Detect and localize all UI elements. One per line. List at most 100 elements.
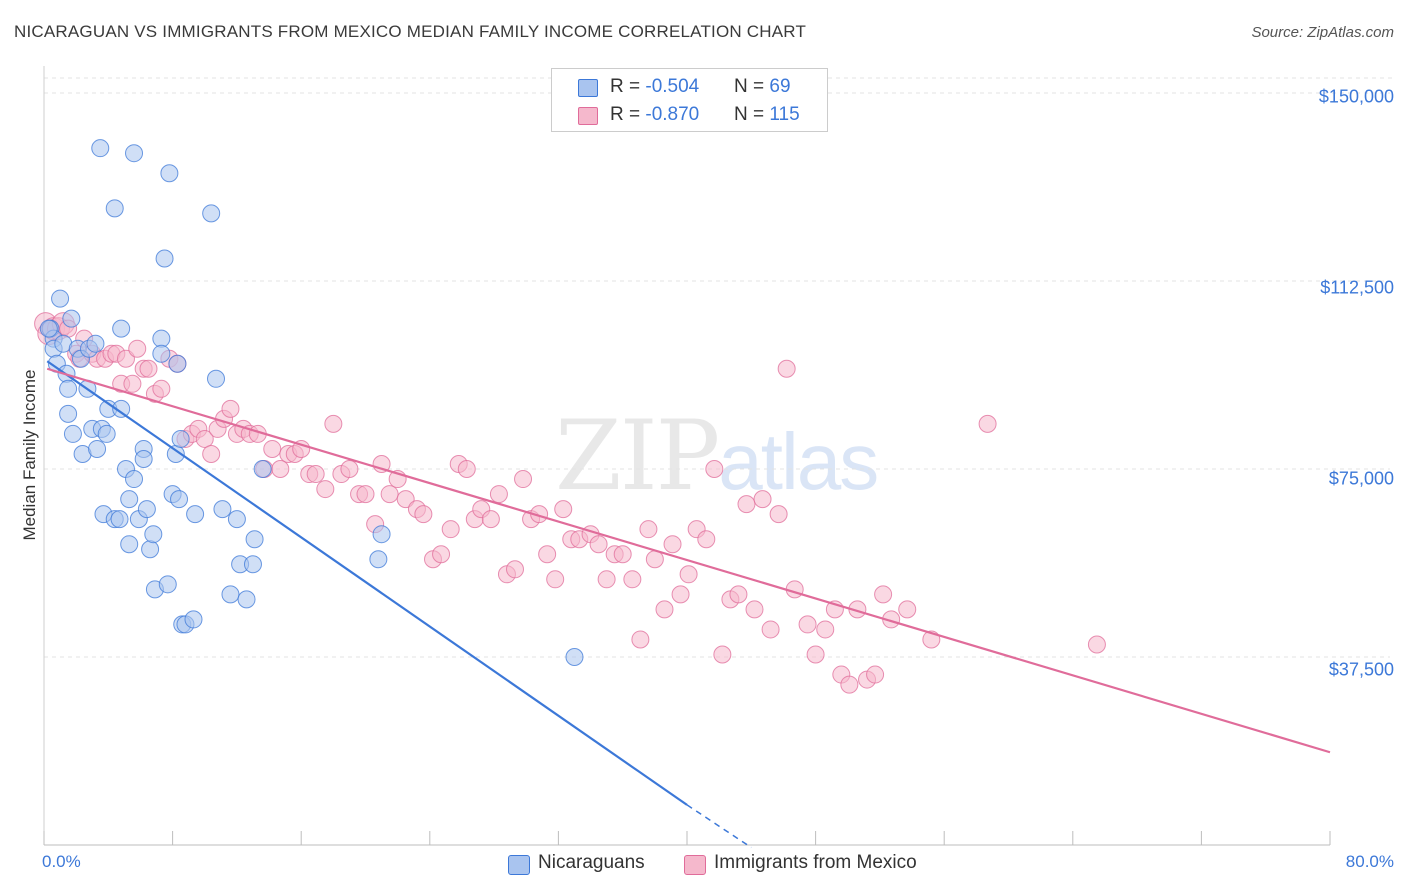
nicaraguans-point (565, 648, 584, 667)
mexico-point (202, 444, 221, 463)
mexico-point (639, 520, 658, 539)
series-label-mexico: Immigrants from Mexico (714, 852, 917, 873)
nicaraguans-point (120, 535, 139, 554)
mexico-point (292, 439, 311, 458)
mexico-point (396, 490, 415, 509)
legend-n: N = 69 (734, 76, 791, 98)
nicaraguans-point (134, 449, 153, 468)
nicaraguans-point (186, 505, 205, 524)
legend-r: R = -0.870 (610, 104, 699, 126)
series-swatch-nicaraguans (508, 855, 530, 875)
mexico-point (432, 545, 451, 564)
mexico-point (753, 490, 772, 509)
nicaraguans-point (372, 525, 391, 544)
mexico-point (816, 620, 835, 639)
legend-row-mexico: R = -0.870 N = 115 (552, 101, 827, 129)
nicaraguans-point (227, 510, 246, 529)
mexico-point (306, 465, 325, 484)
mexico-point (866, 665, 885, 684)
mexico-point (777, 359, 796, 378)
nicaraguans-point (112, 319, 131, 338)
nicaraguans-point (245, 530, 264, 549)
mexico-point (769, 505, 788, 524)
nicaraguans-point (63, 424, 82, 443)
nicaraguans-point (207, 369, 226, 388)
nicaraguans-point (110, 510, 129, 529)
nicaraguans-point (170, 490, 189, 509)
mexico-point (324, 414, 343, 433)
nicaraguans-point (51, 289, 70, 308)
nicaraguans-point (125, 470, 144, 489)
nicaraguans-point (155, 249, 174, 268)
nicaraguans-point (39, 319, 58, 338)
mexico-point (554, 500, 573, 519)
mexico-point (663, 535, 682, 554)
legend-n-label: N = (734, 76, 770, 97)
legend-n-label: N = (734, 104, 770, 125)
mexico-point (613, 545, 632, 564)
mexico-point (761, 620, 780, 639)
mexico-point (457, 460, 476, 479)
mexico-point (195, 429, 214, 448)
nicaraguans-point (88, 439, 107, 458)
mexico-point (671, 585, 690, 604)
nicaraguans-point (202, 204, 221, 223)
nicaraguans-point (253, 460, 272, 479)
legend-swatch-pink (578, 107, 598, 125)
mexico-point (729, 585, 748, 604)
mexico-point (414, 505, 433, 524)
mexico-point (116, 349, 135, 368)
nicaraguans-point (91, 139, 110, 158)
mexico-point (840, 675, 859, 694)
nicaraguans-point (152, 329, 171, 348)
mexico-point (806, 645, 825, 664)
mexico-point (705, 460, 724, 479)
y-tick-label-150000: $150,000 (1318, 86, 1394, 107)
nicaraguans-trend-line (46, 360, 688, 806)
mexico-point (655, 600, 674, 619)
mexico-point (798, 615, 817, 634)
nicaraguans-point (141, 540, 160, 559)
nicaraguans-point (243, 555, 262, 574)
legend-swatch-blue (578, 79, 598, 97)
y-tick-label-112500: $112,500 (1320, 277, 1394, 298)
correlation-legend: R = -0.504 N = 69 R = -0.870 N = 115 (551, 68, 828, 132)
nicaraguans-point (125, 144, 144, 163)
mexico-point (263, 439, 282, 458)
zipatlas-watermark: ZIPatlas (555, 400, 879, 512)
mexico-point (356, 485, 375, 504)
mexico-point (745, 600, 764, 619)
nicaraguans-point (221, 585, 240, 604)
mexico-point (380, 485, 399, 504)
nicaraguans-point (158, 575, 177, 594)
mexico-point (221, 399, 240, 418)
series-label-nicaraguans: Nicaraguans (538, 852, 645, 873)
nicaraguans-point (120, 490, 139, 509)
nicaraguans-point (369, 550, 388, 569)
nicaraguans-point (184, 610, 203, 629)
mexico-point (623, 570, 642, 589)
nicaraguans-point (105, 199, 124, 218)
nicaraguans-point (213, 500, 232, 519)
nicaraguans-point (59, 404, 78, 423)
mexico-point (152, 379, 171, 398)
watermark-atlas: atlas (718, 417, 879, 506)
nicaraguans-point (237, 590, 256, 609)
legend-n: N = 115 (734, 104, 800, 126)
mexico-point (128, 339, 147, 358)
nicaraguans-point (97, 424, 116, 443)
mexico-point (514, 470, 533, 489)
nicaraguans-point (62, 309, 81, 328)
mexico-point (713, 645, 732, 664)
nicaraguans-point (168, 354, 187, 373)
y-tick-label-75000: $75,000 (1328, 468, 1394, 489)
mexico-point (697, 530, 716, 549)
watermark-zip: ZIP (555, 400, 720, 512)
mexico-point (737, 495, 756, 514)
nicaraguans-point (86, 334, 105, 353)
mexico-point (546, 570, 565, 589)
nicaraguans-point (112, 399, 131, 418)
nicaraguans-point (152, 344, 171, 363)
legend-r-value: -0.504 (645, 76, 700, 97)
